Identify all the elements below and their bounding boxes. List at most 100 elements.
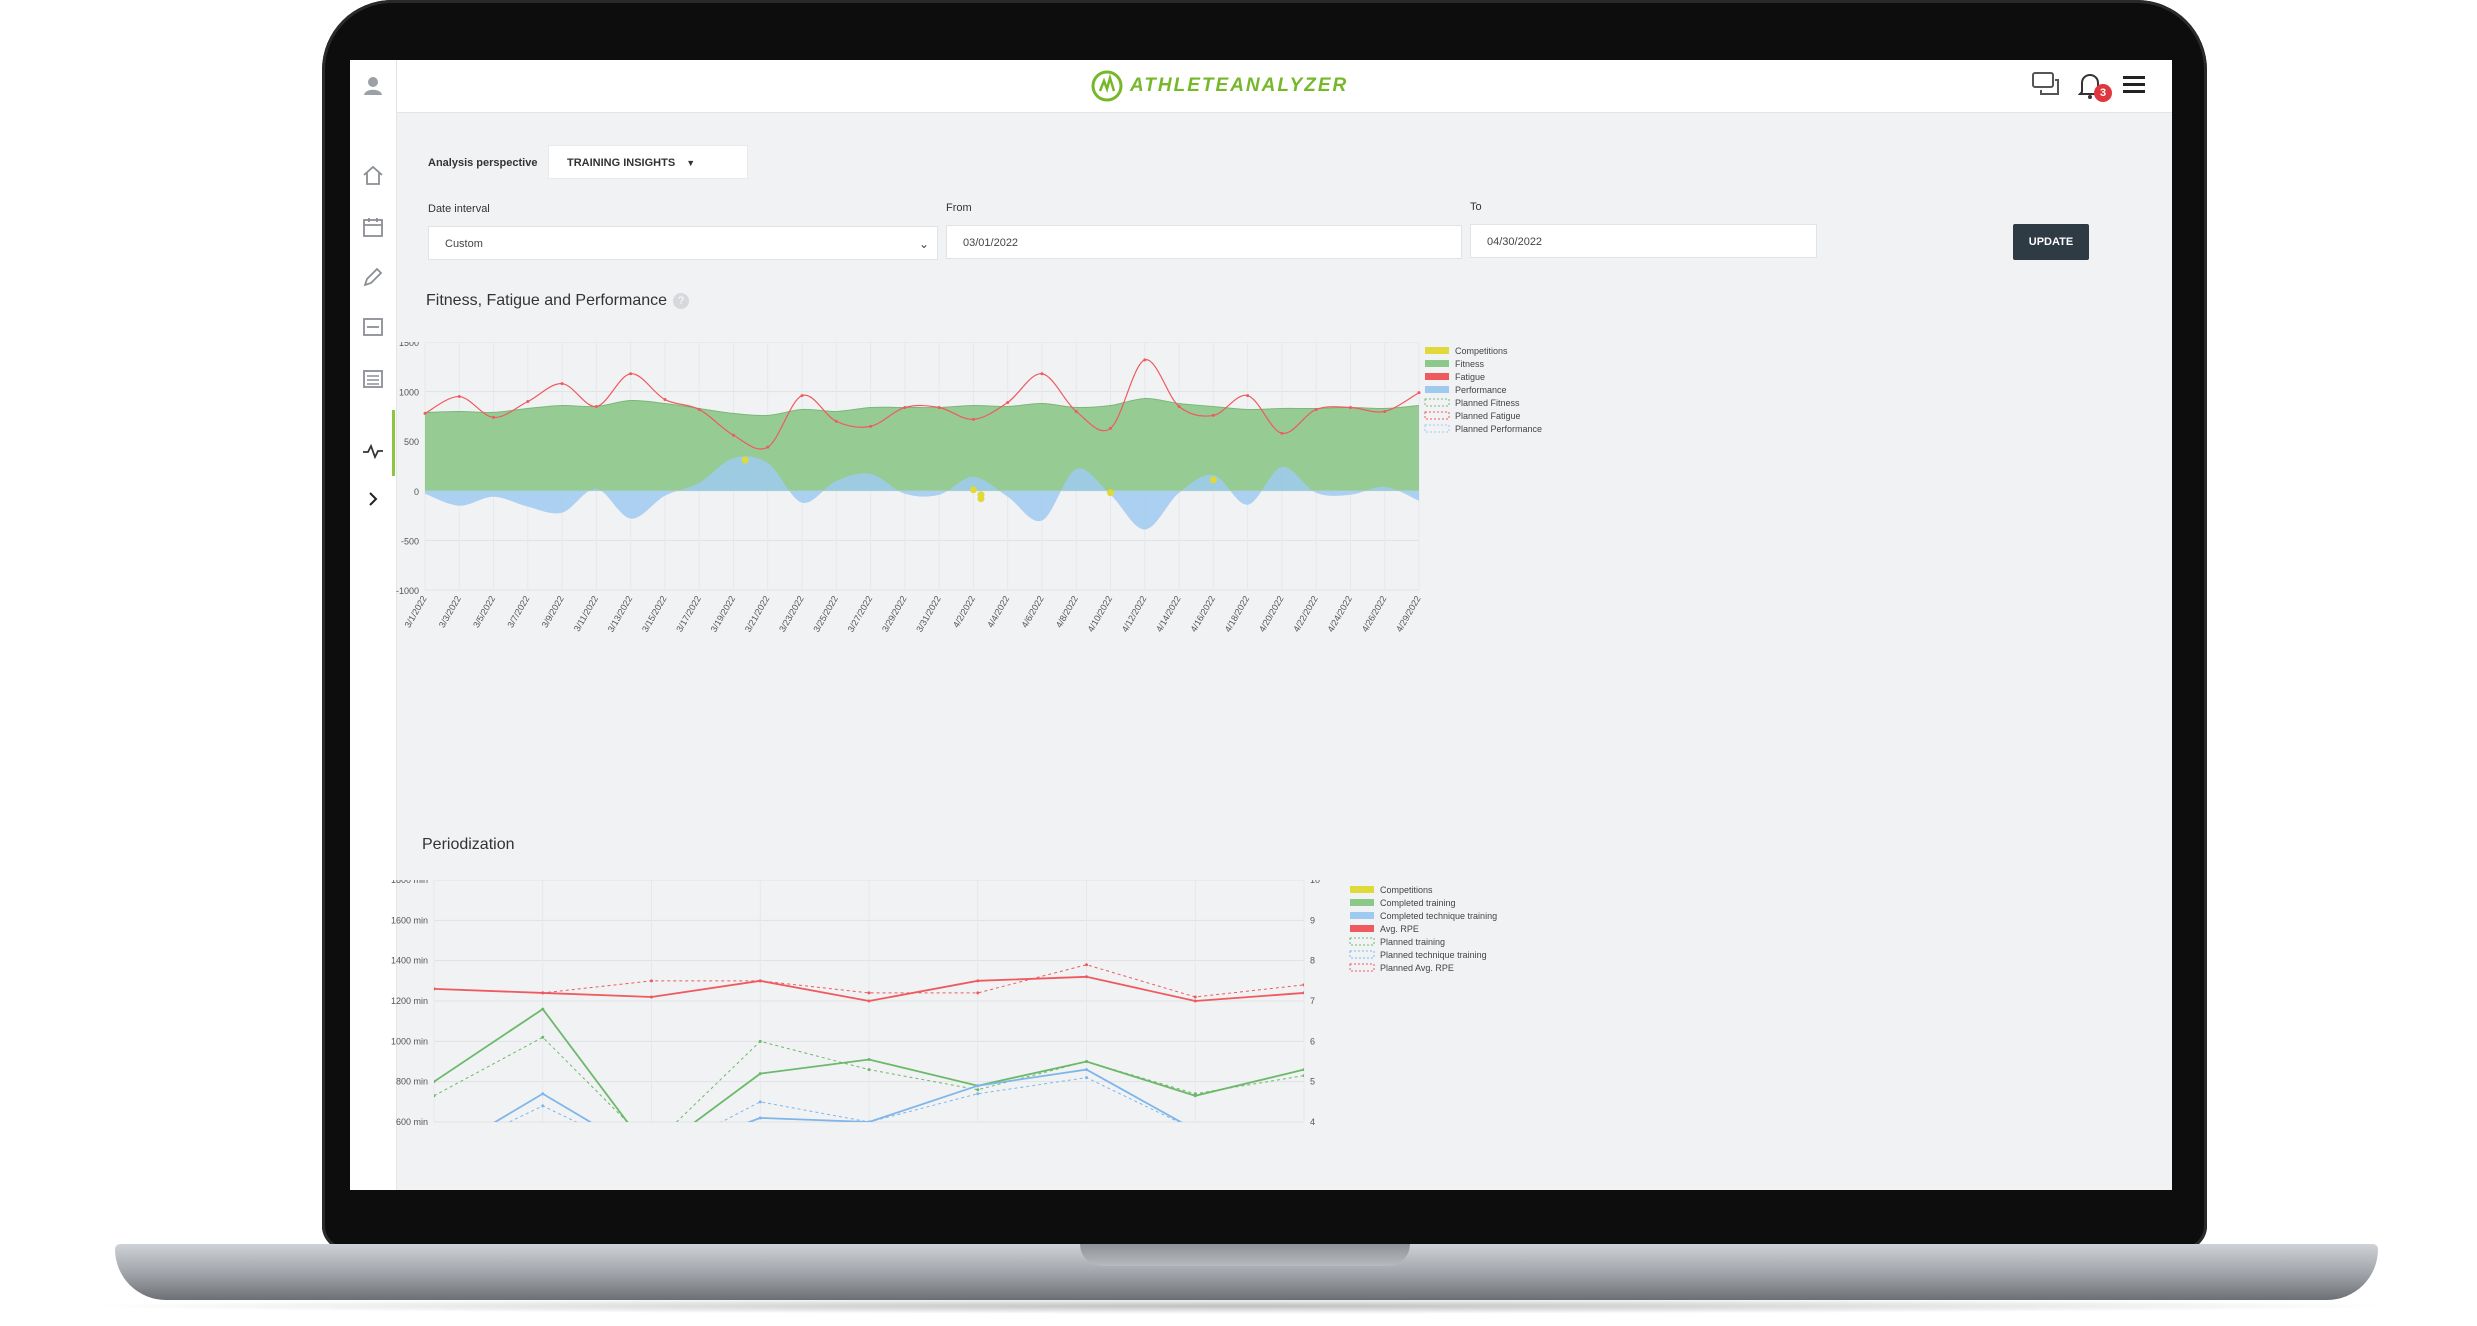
legend-label: Fatigue [1455, 372, 1485, 382]
to-date-input[interactable]: 04/30/2022 [1470, 224, 1817, 258]
fatigue-point [1383, 409, 1387, 413]
x-tick-label: 3/11/2022 [572, 594, 600, 633]
legend-swatch [1350, 912, 1374, 919]
pencil-icon[interactable] [362, 266, 384, 288]
fatigue-point [697, 407, 701, 411]
calendar-icon[interactable] [362, 216, 384, 238]
date-interval-select[interactable]: Custom ⌄ [428, 226, 938, 260]
fatigue-point [1109, 426, 1113, 430]
date-interval-label: Date interval [428, 203, 490, 215]
legend-swatch [1424, 424, 1450, 433]
to-date-value: 04/30/2022 [1487, 236, 1543, 248]
chat-icon[interactable] [2032, 72, 2062, 105]
legend-label: Fitness [1455, 359, 1485, 369]
y-tick-label: 0 [414, 487, 419, 497]
activity-icon[interactable] [362, 440, 384, 462]
chevron-right-icon[interactable] [362, 488, 384, 510]
bell-icon[interactable] [2077, 72, 2103, 107]
caret-down-icon: ▼ [686, 158, 696, 168]
legend-label: Planned training [1380, 937, 1445, 947]
x-tick-label: 3/27/2022 [846, 594, 875, 634]
series-point [976, 1092, 980, 1096]
series-point [650, 1153, 653, 1156]
help-icon[interactable]: ? [673, 292, 690, 309]
ruler-icon[interactable] [362, 316, 384, 338]
legend-label: Planned Performance [1455, 424, 1542, 434]
fatigue-point [457, 395, 461, 399]
x-tick-label: 4/22/2022 [1291, 594, 1320, 634]
series-point [650, 1157, 653, 1160]
analysis-perspective-dropdown[interactable]: TRAINING INSIGHTS ▼ [548, 145, 748, 179]
series-point [1085, 1068, 1088, 1072]
list-icon[interactable] [362, 368, 384, 390]
avatar-icon[interactable] [362, 74, 384, 96]
series-point [650, 1145, 653, 1148]
series-point [541, 991, 545, 995]
competition-point [977, 495, 985, 503]
fatigue-point [1074, 409, 1078, 413]
legend-label: Completed technique training [1380, 911, 1497, 921]
series-point [1302, 983, 1304, 987]
fatigue-point [1040, 372, 1044, 376]
series-point [867, 1057, 871, 1061]
logo-text-b: ANALYZER [1230, 75, 1349, 96]
fatigue-point [766, 445, 770, 449]
menu-icon[interactable] [2122, 74, 2146, 103]
series-point [434, 987, 436, 991]
y-right-tick-label: 6 [1310, 1036, 1315, 1046]
legend-label: Planned Fatigue [1455, 411, 1521, 421]
to-label: To [1470, 201, 1482, 213]
sidebar-active-indicator [392, 410, 395, 476]
y-left-tick-label: 1400 min [391, 956, 428, 966]
x-tick-label: 3/13/2022 [606, 594, 635, 634]
y-tick-label: 1500 [399, 342, 419, 348]
logo-text: ATHLETEANALYZER [1130, 75, 1348, 97]
y-left-tick-label: 600 min [396, 1117, 428, 1127]
series-point [650, 1157, 653, 1160]
fatigue-point [594, 404, 598, 408]
x-tick-label: 4/14/2022 [1154, 594, 1183, 634]
app-logo[interactable]: ATHLETEANALYZER [1090, 68, 1348, 104]
home-icon[interactable] [362, 164, 384, 186]
x-tick-label: 4/20/2022 [1257, 594, 1286, 634]
from-date-input[interactable]: 03/01/2022 [946, 225, 1462, 259]
notification-badge: 3 [2094, 84, 2112, 102]
y-right-tick-label: 7 [1310, 996, 1315, 1006]
y-tick-label: -1000 [396, 586, 419, 596]
x-tick-label: 3/9/2022 [540, 594, 566, 629]
x-tick-label: 3/21/2022 [743, 594, 772, 634]
series-point [976, 1088, 980, 1092]
fatigue-point [423, 411, 427, 415]
y-left-tick-label: 800 min [396, 1077, 428, 1087]
x-tick-label: 4/12/2022 [1120, 594, 1149, 634]
x-tick-label: 4/4/2022 [985, 594, 1011, 629]
fatigue-point [903, 405, 907, 409]
series-point [758, 1072, 762, 1076]
series-point [650, 995, 653, 999]
fatigue-point [560, 382, 564, 386]
fatigue-point [1314, 407, 1318, 411]
x-tick-label: 4/29/2022 [1394, 594, 1423, 634]
y-tick-label: -500 [401, 536, 419, 546]
series-point [1194, 1129, 1197, 1132]
legend-label: Avg. RPE [1380, 924, 1419, 934]
legend-label: Completed training [1380, 898, 1456, 908]
y-right-tick-label: 4 [1310, 1117, 1315, 1127]
fatigue-point [1280, 431, 1284, 435]
fatigue-point [869, 424, 873, 428]
fatigue-point [971, 417, 975, 421]
series-point [1194, 1129, 1197, 1132]
chart1-title-text: Fitness, Fatigue and Performance [426, 292, 668, 309]
analysis-perspective-label: Analysis perspective [428, 157, 538, 169]
x-tick-label: 3/19/2022 [709, 594, 738, 634]
update-button[interactable]: UPDATE [2013, 224, 2089, 260]
y-right-tick-label: 8 [1310, 956, 1315, 966]
legend-swatch [1349, 937, 1375, 946]
fatigue-point [1143, 358, 1147, 362]
legend-swatch [1425, 347, 1449, 354]
analysis-perspective-value: TRAINING INSIGHTS [567, 157, 676, 169]
series-point [758, 979, 762, 983]
chart2-title: Periodization [422, 836, 515, 853]
x-tick-label: 3/23/2022 [777, 594, 806, 634]
